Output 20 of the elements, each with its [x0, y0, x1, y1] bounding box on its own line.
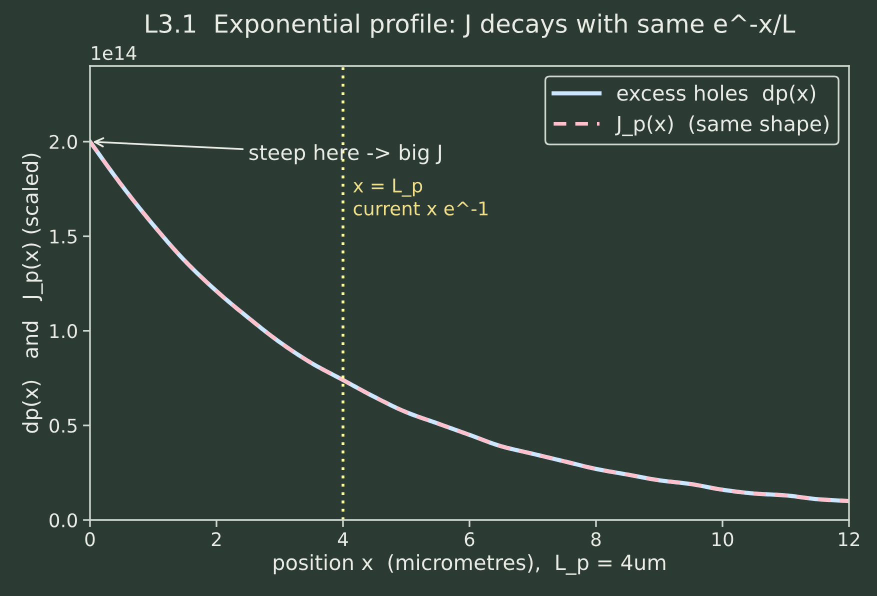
- x-tick-label: 2: [212, 532, 221, 546]
- x-tick-label: 6: [464, 532, 474, 546]
- x-tick-label: 4: [338, 532, 348, 546]
- y-tick-label: 0.0: [50, 513, 77, 528]
- ref-line-label: x = L_p current x e^-1: [353, 178, 488, 216]
- y-tick-label: 0.5: [50, 418, 77, 433]
- legend-label: excess holes dp(x): [617, 84, 816, 105]
- y-tick-label: 2.0: [50, 134, 77, 150]
- x-tick-label: 10: [712, 532, 734, 546]
- annotation: steep here -> big J: [249, 144, 441, 164]
- legend-label: J_p(x) (same shape): [615, 115, 828, 136]
- chart-title: L3.1 Exponential profile: J decays with same e^-x/L: [146, 14, 796, 38]
- x-axis-title: position x (micrometres), L_p = 4um: [274, 554, 666, 575]
- y-tick-label: 1.0: [50, 324, 77, 338]
- x-tick-label: 12: [839, 532, 860, 546]
- y-axis-title: dp(x) and J_p(x) (scaled): [22, 154, 43, 433]
- y-tick-label: 1.5: [50, 230, 77, 244]
- x-tick-label: 8: [591, 532, 601, 546]
- text: 1e14: [92, 46, 136, 60]
- x-tick-label: 0: [85, 532, 95, 546]
